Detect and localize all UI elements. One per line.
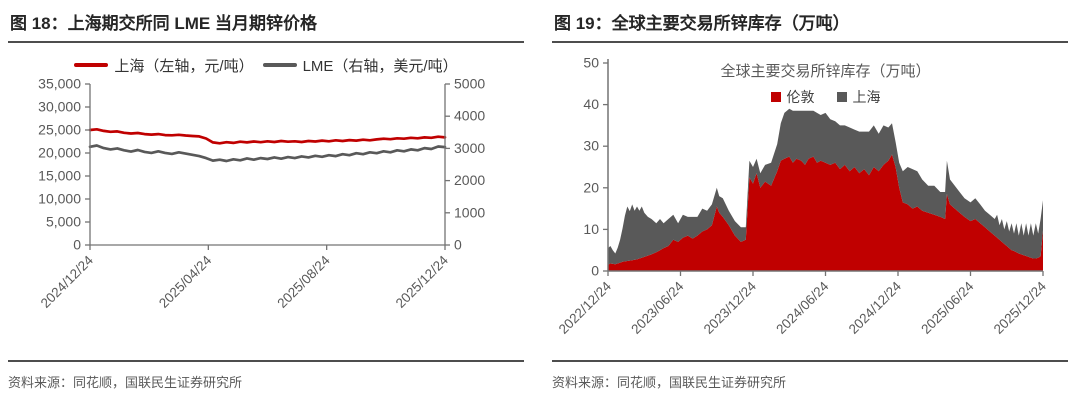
figure-18-panel: 图 18：上海期交所同 LME 当月期锌价格 上海（左轴，元/吨） LME（右轴… <box>8 6 524 338</box>
legend-label-lme: LME（右轴，美元/吨） <box>302 57 458 75</box>
inventory-chart-legend: 伦敦 上海 <box>608 87 1043 107</box>
y-axis-left-tick-label: 35,000 <box>38 76 81 92</box>
y-axis-right-tick-label: 2000 <box>454 172 485 188</box>
source-note-left: 资料来源：同花顺，国联民生证券研究所 <box>8 360 524 391</box>
legend-item-shanghai-inv: 上海 <box>836 87 881 107</box>
x-axis-tick-label: 2022/12/24 <box>556 278 615 337</box>
shanghai-square-swatch <box>836 92 847 102</box>
inventory-chart-inner-title: 全球主要交易所锌库存（万吨） <box>720 63 931 80</box>
x-axis-tick-label: 2024/06/24 <box>773 278 832 337</box>
lme-price-line <box>88 144 447 163</box>
y-axis-right-tick-label: 5000 <box>454 76 485 92</box>
legend-item-shanghai: 上海（左轴，元/吨） <box>74 55 254 76</box>
shanghai-price-line <box>88 127 447 145</box>
x-axis-tick-label: 2024/12/24 <box>846 278 905 337</box>
price-chart-area: 35,000 30,000 25,000 20,000 15,000 10,000 5,00… <box>8 76 524 338</box>
figure-19-title: 图 19：全球主要交易所锌库存（万吨） <box>552 6 1068 43</box>
y-axis-right-tick-label: 4000 <box>454 108 485 124</box>
y-axis-tick-label: 50 <box>583 55 599 71</box>
y-axis-right-tick-label: 3000 <box>454 140 485 156</box>
x-axis-tick-label: 2025/12/24 <box>991 278 1050 337</box>
london-square-swatch <box>770 92 781 102</box>
x-axis-tick-label: 2025/08/24 <box>274 252 333 311</box>
legend-item-lme: LME（右轴，美元/吨） <box>262 55 458 76</box>
x-axis-tick-label: 2023/12/24 <box>701 278 760 337</box>
y-axis-tick-label: 30 <box>583 138 599 154</box>
y-axis-left-tick-label: 30,000 <box>38 99 81 115</box>
y-axis-tick-label: 10 <box>583 221 599 237</box>
y-axis-left-tick-label: 5,000 <box>46 214 81 230</box>
legend-label-london: 伦敦 <box>786 89 815 105</box>
legend-label-shanghai: 上海（左轴，元/吨） <box>114 57 254 75</box>
inventory-chart-area: 50 40 30 20 10 0 2022/12/24 2023/06/24 2023/12/2… <box>552 47 1068 357</box>
shanghai-inventory-area <box>608 108 1043 265</box>
y-axis-tick-label: 40 <box>583 96 599 112</box>
shanghai-line-swatch <box>74 62 109 68</box>
y-axis-tick-label: 20 <box>583 179 599 195</box>
source-note-right: 资料来源：同花顺，国联民生证券研究所 <box>552 360 1068 391</box>
x-axis-tick-label: 2025/04/24 <box>156 252 215 311</box>
x-axis-tick-label: 2024/12/24 <box>38 252 97 311</box>
y-axis-left-tick-label: 25,000 <box>38 122 81 138</box>
x-axis-tick-label: 2025/06/24 <box>918 278 977 337</box>
y-axis-right-tick-label: 1000 <box>454 204 485 220</box>
y-axis-left-tick-label: 15,000 <box>38 168 81 184</box>
y-axis-left-tick-label: 20,000 <box>38 145 81 161</box>
legend-item-london: 伦敦 <box>770 87 815 107</box>
price-chart-legend: 上海（左轴，元/吨） LME（右轴，美元/吨） <box>8 54 524 76</box>
x-axis-tick-label: 2023/06/24 <box>628 278 687 337</box>
y-axis-tick-label: 0 <box>591 263 599 279</box>
figure-19-panel: 图 19：全球主要交易所锌库存（万吨） 50 40 30 20 10 0 2022/12/2… <box>552 6 1068 357</box>
lme-line-swatch <box>262 62 297 68</box>
y-axis-right-tick-label: 0 <box>454 237 462 253</box>
price-chart: 35,000 30,000 25,000 20,000 15,000 10,000 5,00… <box>38 76 486 311</box>
y-axis-left-tick-label: 0 <box>73 237 81 253</box>
figure-18-title: 图 18：上海期交所同 LME 当月期锌价格 <box>8 6 524 43</box>
london-inventory-area <box>608 154 1043 271</box>
y-axis-left-tick-label: 10,000 <box>38 191 81 207</box>
legend-label-shanghai-inv: 上海 <box>852 89 881 105</box>
x-axis-tick-label: 2025/12/24 <box>393 252 452 311</box>
